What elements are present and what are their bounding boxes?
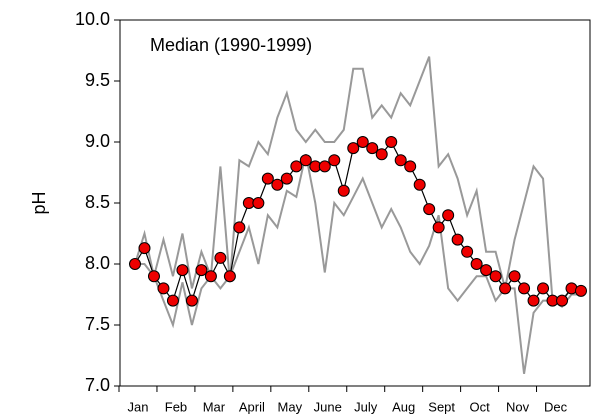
data-point	[518, 282, 531, 295]
data-point	[176, 264, 189, 277]
x-tick-label: Feb	[165, 399, 187, 414]
data-point	[290, 160, 303, 173]
series-line	[134, 56, 581, 302]
data-point	[280, 172, 293, 185]
data-point	[157, 282, 170, 295]
data-point	[204, 270, 217, 283]
data-point	[366, 142, 379, 155]
data-point	[442, 209, 455, 222]
data-point	[271, 178, 284, 191]
data-point	[138, 242, 151, 255]
data-point	[223, 270, 236, 283]
x-tick-label: April	[239, 399, 265, 414]
x-tick-label: July	[354, 399, 378, 414]
data-point	[356, 136, 369, 148]
series-line	[135, 153, 581, 374]
data-point	[261, 172, 274, 185]
data-point	[461, 245, 474, 258]
data-point	[480, 264, 493, 277]
data-point	[129, 258, 141, 270]
y-tick-label: 8.5	[85, 192, 110, 212]
data-point	[328, 154, 341, 167]
data-point	[147, 270, 160, 283]
data-point	[385, 136, 398, 148]
data-point	[166, 294, 179, 307]
data-point	[195, 264, 208, 277]
data-point	[432, 221, 445, 234]
data-point	[508, 270, 521, 283]
data-point	[413, 178, 426, 191]
chart-title: Median (1990-1999)	[150, 35, 312, 55]
data-point	[375, 148, 388, 161]
data-point	[318, 160, 331, 173]
y-axis-label: pH	[29, 191, 49, 214]
data-point	[423, 203, 436, 216]
data-point	[252, 197, 265, 209]
data-point	[470, 258, 483, 270]
data-point	[233, 221, 246, 234]
data-point	[575, 284, 587, 297]
data-point	[347, 142, 360, 155]
data-point	[214, 251, 227, 264]
data-point	[499, 282, 512, 295]
x-tick-label: Nov	[506, 399, 530, 414]
x-tick-label: Sept	[428, 399, 455, 414]
data-point	[537, 282, 550, 295]
y-tick-label: 8.0	[85, 253, 110, 273]
data-point	[556, 294, 569, 307]
y-tick-label: 7.5	[85, 314, 110, 334]
y-tick-label: 9.5	[85, 70, 110, 90]
x-tick-label: Mar	[203, 399, 226, 414]
x-tick-label: June	[314, 399, 342, 414]
data-point	[527, 294, 540, 307]
data-point	[489, 270, 502, 283]
data-point	[451, 233, 464, 246]
data-point	[337, 184, 350, 197]
y-tick-label: 7.0	[85, 375, 110, 395]
x-tick-label: Oct	[469, 399, 490, 414]
data-point	[404, 160, 417, 173]
y-tick-label: 9.0	[85, 131, 110, 151]
x-tick-label: Jan	[128, 399, 149, 414]
x-tick-label: Dec	[544, 399, 568, 414]
data-point	[394, 154, 407, 167]
y-tick-label: 10.0	[75, 9, 110, 29]
x-tick-label: Aug	[392, 399, 415, 414]
data-point	[185, 294, 198, 307]
x-tick-label: May	[278, 399, 303, 414]
data-point	[299, 154, 312, 167]
